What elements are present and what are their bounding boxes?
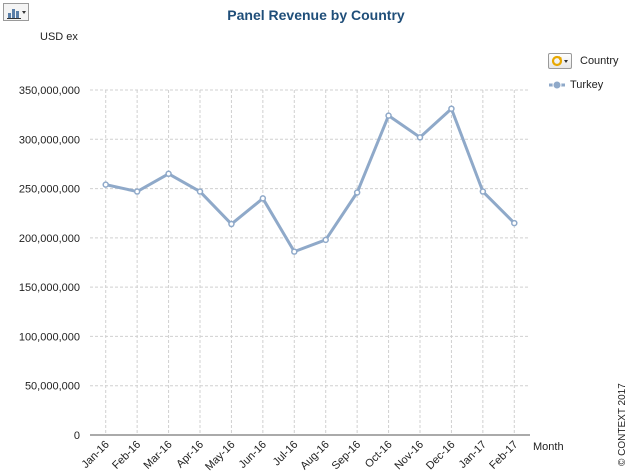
x-tick-label: Feb-17: [487, 439, 520, 472]
gridlines: [90, 89, 530, 435]
data-point[interactable]: [511, 219, 518, 227]
series-line[interactable]: [105, 107, 516, 254]
y-axis-label: USD ex: [40, 31, 78, 43]
legend-title: Country: [580, 55, 619, 67]
y-tick-labels: 0 50,000,000 100,000,000 150,000,000 200,000…: [19, 85, 80, 442]
x-tick-label: Mar-16: [142, 439, 175, 472]
legend-line-marker-icon: [549, 80, 565, 90]
y-tick-label: 200,000,000: [19, 233, 80, 245]
y-tick-label: 250,000,000: [19, 184, 80, 196]
data-point[interactable]: [448, 105, 455, 112]
x-tick-label: Jun-16: [237, 439, 269, 471]
x-tick-label: Jan-17: [457, 439, 489, 471]
data-point[interactable]: [196, 188, 204, 195]
x-tick-label: Nov-16: [393, 439, 427, 473]
x-axis-label: Month: [533, 441, 564, 453]
data-point[interactable]: [353, 189, 361, 196]
x-tick-label: May-16: [203, 439, 237, 473]
legend-label: Turkey: [570, 79, 604, 91]
x-tick-label: Aug-16: [298, 439, 332, 473]
y-tick-label: 0: [74, 430, 80, 442]
y-tick-label: 50,000,000: [25, 381, 80, 393]
data-point[interactable]: [416, 134, 424, 141]
x-tick-label: Feb-16: [110, 439, 143, 472]
bar-chart-icon[interactable]: [3, 3, 29, 21]
data-point[interactable]: [322, 236, 329, 244]
y-tick-label: 100,000,000: [19, 331, 80, 343]
axes: [90, 434, 530, 436]
x-tick-label: Oct-16: [363, 439, 395, 471]
data-point[interactable]: [385, 112, 392, 119]
legend-header: Country: [548, 52, 630, 70]
data-point[interactable]: [479, 188, 487, 195]
x-tick-label: Sep-16: [330, 439, 364, 473]
y-tick-label: 150,000,000: [19, 282, 80, 294]
data-point[interactable]: [165, 170, 172, 178]
chart-title: Panel Revenue by Country: [227, 7, 405, 23]
x-tick-label: Dec-16: [424, 439, 458, 473]
legend: Country Turkey: [548, 52, 630, 94]
data-point[interactable]: [291, 248, 298, 255]
y-tick-label: 300,000,000: [19, 134, 80, 146]
data-point[interactable]: [228, 220, 235, 228]
copyright-notice: © CONTEXT 2017: [617, 383, 628, 466]
legend-item-turkey[interactable]: Turkey: [548, 76, 630, 94]
y-tick-label: 350,000,000: [19, 85, 80, 97]
data-point[interactable]: [102, 181, 109, 188]
data-point[interactable]: [259, 195, 267, 202]
x-tick-label: Jul-16: [271, 439, 301, 469]
x-tick-label: Apr-16: [174, 439, 206, 471]
x-tick-label: Jan-16: [80, 439, 112, 471]
series-turkey: [102, 105, 518, 255]
cycle-dropdown-icon[interactable]: [548, 53, 572, 69]
data-point[interactable]: [133, 188, 141, 195]
